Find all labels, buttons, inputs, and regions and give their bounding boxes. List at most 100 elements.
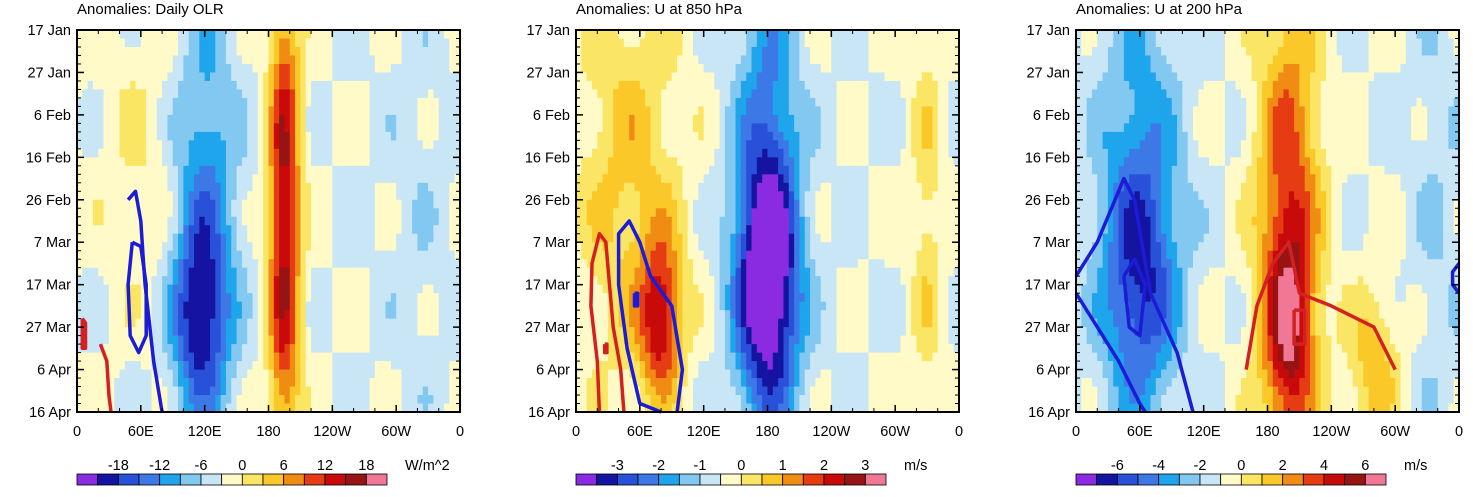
- heatmap-cell: [412, 72, 419, 82]
- heatmap-cell: [225, 216, 232, 226]
- heatmap-cell: [82, 361, 89, 371]
- heatmap-cell: [740, 267, 747, 277]
- heatmap-cell: [268, 310, 275, 320]
- heatmap-cell: [708, 318, 715, 328]
- heatmap-cell: [412, 361, 419, 371]
- heatmap-cell: [677, 293, 683, 303]
- heatmap-cell: [135, 403, 142, 413]
- heatmap-cell: [257, 276, 264, 286]
- heatmap-cell: [374, 199, 381, 209]
- heatmap-cell: [273, 361, 280, 371]
- heatmap-cell: [428, 344, 435, 354]
- heatmap-cell: [289, 327, 296, 337]
- heatmap-cell: [444, 369, 450, 379]
- heatmap-cell: [236, 369, 243, 379]
- heatmap-cell: [204, 38, 211, 48]
- heatmap-cell: [730, 208, 737, 218]
- heatmap-cell: [167, 46, 174, 57]
- heatmap-cell: [151, 242, 158, 252]
- heatmap-cell: [289, 284, 296, 294]
- heatmap-cell: [162, 208, 169, 218]
- heatmap-cell: [87, 301, 94, 311]
- heatmap-cell: [591, 148, 598, 158]
- heatmap-cell: [225, 123, 232, 133]
- heatmap-cell: [209, 310, 216, 320]
- heatmap-cell: [428, 55, 435, 65]
- heatmap-cell: [289, 72, 296, 82]
- heatmap-cell: [87, 344, 94, 354]
- heatmap-cell: [385, 216, 392, 226]
- heatmap-cell: [369, 63, 376, 74]
- heatmap-cell: [708, 403, 715, 413]
- heatmap-cell: [130, 63, 137, 74]
- heatmap-cell: [140, 140, 147, 150]
- heatmap-cell: [321, 267, 328, 277]
- heatmap-cell: [311, 378, 317, 388]
- heatmap-cell: [369, 378, 376, 388]
- heatmap-cell: [661, 182, 668, 192]
- heatmap-cell: [337, 310, 344, 320]
- heatmap-cell: [124, 165, 131, 175]
- heatmap-cell: [581, 80, 588, 91]
- heatmap-cell: [602, 72, 609, 82]
- heatmap-cell: [300, 369, 307, 379]
- heatmap-cell: [241, 284, 248, 294]
- heatmap-cell: [103, 30, 110, 40]
- heatmap-cell: [358, 369, 365, 379]
- heatmap-cell: [687, 284, 694, 294]
- heatmap-cell: [740, 38, 747, 48]
- heatmap-cell: [655, 89, 662, 99]
- heatmap-cell: [618, 216, 625, 226]
- heatmap-cell: [225, 369, 232, 379]
- heatmap-cell: [607, 386, 614, 396]
- heatmap-cell: [172, 361, 179, 371]
- heatmap-cell: [449, 97, 456, 107]
- colorbar-swatch: [221, 473, 243, 486]
- heatmap-cell: [332, 106, 339, 116]
- heatmap-cell: [597, 63, 604, 74]
- heatmap-cell: [241, 140, 248, 150]
- heatmap-cell: [380, 157, 387, 167]
- heatmap-cell: [87, 157, 94, 167]
- heatmap-cell: [618, 233, 625, 243]
- heatmap-cell: [209, 267, 216, 277]
- heatmap-cell: [92, 89, 99, 99]
- heatmap-cell: [724, 182, 731, 192]
- heatmap-cell: [629, 165, 636, 175]
- heatmap-cell: [204, 250, 211, 260]
- heatmap-cell: [735, 148, 742, 158]
- heatmap-cell: [114, 225, 121, 235]
- heatmap-cell: [156, 89, 163, 99]
- heatmap-cell: [321, 216, 328, 226]
- heatmap-cell: [719, 250, 726, 260]
- heatmap-cell: [337, 233, 344, 243]
- heatmap-cell: [231, 242, 238, 252]
- heatmap-cell: [358, 148, 365, 158]
- heatmap-cell: [693, 131, 699, 141]
- heatmap-cell: [172, 80, 179, 91]
- heatmap-cell: [358, 216, 365, 226]
- heatmap-cell: [714, 63, 721, 74]
- heatmap-cell: [634, 284, 641, 294]
- heatmap-cell: [687, 46, 694, 57]
- heatmap-cell: [257, 191, 264, 201]
- heatmap-cell: [204, 131, 211, 141]
- heatmap-cell: [438, 106, 445, 116]
- heatmap-cell: [369, 123, 376, 133]
- heatmap-cell: [92, 165, 99, 175]
- heatmap-cell: [671, 403, 678, 413]
- heatmap-cell: [231, 361, 238, 371]
- heatmap-cell: [703, 250, 710, 260]
- heatmap-cell: [194, 310, 200, 320]
- heatmap-cell: [639, 259, 646, 269]
- heatmap-cell: [751, 310, 758, 320]
- heatmap-cell: [114, 327, 121, 337]
- heatmap-cell: [693, 63, 699, 74]
- heatmap-cell: [87, 267, 94, 277]
- heatmap-cell: [586, 276, 593, 286]
- heatmap-cell: [454, 30, 461, 40]
- heatmap-cell: [724, 72, 731, 82]
- heatmap-cell: [746, 259, 753, 269]
- heatmap-cell: [581, 327, 588, 337]
